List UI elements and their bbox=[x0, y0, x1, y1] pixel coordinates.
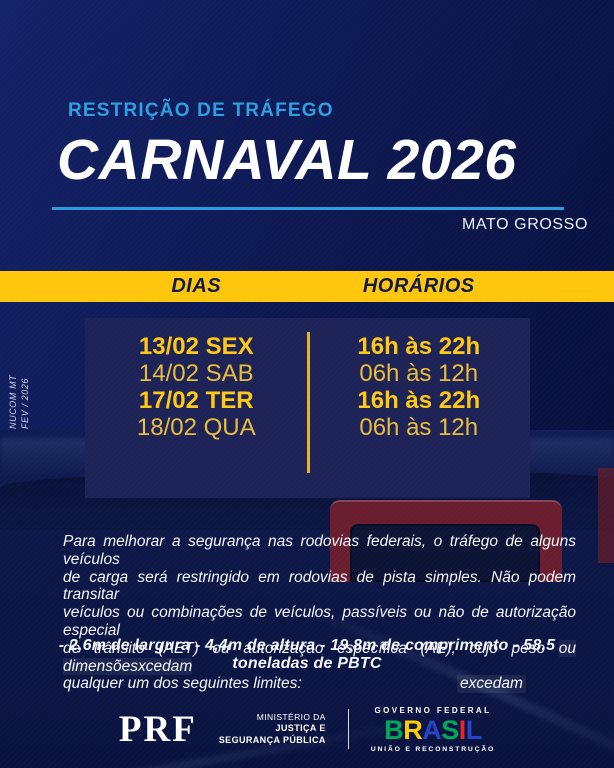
vehicle-limits-line: - 2,6m de largura - 4,4m de altura - 19,… bbox=[58, 637, 556, 672]
title-underline bbox=[52, 207, 564, 210]
schedule-hours: 06h às 12h bbox=[359, 360, 479, 387]
ministry-line-3: SEGURANÇA PÚBLICA bbox=[218, 734, 326, 745]
schedule-divider-line bbox=[306, 332, 310, 473]
days-column-header: DIAS bbox=[171, 275, 222, 297]
schedule-hours: 16h às 22h bbox=[357, 387, 481, 414]
uniao-e-reconstrucao-label: UNIÃO E RECONSTRUÇÃO bbox=[370, 745, 496, 753]
schedule-day: 14/02 SAB bbox=[138, 360, 254, 387]
schedule-day: 13/02 SEX bbox=[138, 333, 254, 360]
schedule-panel: 13/02 SEX 14/02 SAB 17/02 TER 18/02 QUA … bbox=[85, 318, 530, 498]
schedule-day: 17/02 TER bbox=[138, 387, 254, 414]
prf-logo: PRF bbox=[118, 708, 197, 750]
credit-line-1: NUCOM MT bbox=[8, 374, 18, 429]
notice-line: Para melhorar a segurança nas rodovias f… bbox=[63, 533, 576, 568]
notice-line: qualquer um dos seguintes limites: exceda… bbox=[63, 675, 576, 694]
brasil-letter: I bbox=[458, 714, 467, 745]
notice-line: veículos ou combinações de veículos, pas… bbox=[63, 604, 576, 639]
kicker-restricao-de-trafego: RESTRIÇÃO DE TRÁFEGO bbox=[68, 100, 334, 121]
schedule-header-band: DIAS HORÁRIOS bbox=[0, 271, 614, 302]
schedule-header-band-inner: DIAS HORÁRIOS bbox=[85, 271, 530, 302]
truck-edge-image bbox=[598, 468, 614, 563]
hours-column: 16h às 22h 06h às 12h 16h às 22h 06h às … bbox=[308, 318, 531, 498]
ministry-logo-text: MINISTÉRIO DA JUSTIÇA E SEGURANÇA PÚBLIC… bbox=[219, 712, 326, 747]
brasil-letter: B bbox=[384, 714, 404, 745]
restriction-notice: Para melhorar a segurança nas rodovias f… bbox=[63, 533, 576, 694]
credit-line-2: FEV / 2026 bbox=[20, 377, 30, 429]
notice-patch-word: excedam bbox=[457, 675, 526, 694]
brasil-logo: BRASIL bbox=[384, 716, 482, 744]
notice-line: de carga será restringido em rodovias de… bbox=[63, 568, 576, 604]
poster-title: CARNAVAL 2026 bbox=[57, 128, 517, 192]
truck-windshield bbox=[350, 524, 540, 582]
governo-federal-logo: GOVERNO FEDERAL BRASIL UNIÃO E RECONSTRU… bbox=[371, 706, 495, 753]
notice-line4-text: de trânsito (AET) ou autorização específ… bbox=[63, 639, 546, 657]
hours-column-header: HORÁRIOS bbox=[362, 275, 475, 297]
schedule-hours: 06h às 12h bbox=[359, 414, 479, 441]
footer-logos: PRF MINISTÉRIO DA JUSTIÇA E SEGURANÇA PÚ… bbox=[0, 698, 614, 760]
schedule-hours: 16h às 22h bbox=[357, 333, 481, 360]
footer-divider-line bbox=[347, 709, 349, 749]
red-truck-image bbox=[330, 500, 562, 582]
ministry-line-2: JUSTIÇA E bbox=[275, 723, 326, 734]
brasil-letter: A bbox=[422, 714, 442, 745]
schedule-day: 18/02 QUA bbox=[136, 414, 256, 441]
notice-line: de trânsito (AET) ou autorização específ… bbox=[63, 639, 576, 676]
days-column: 13/02 SEX 14/02 SAB 17/02 TER 18/02 QUA bbox=[85, 318, 308, 498]
ministry-line-1: MINISTÉRIO DA bbox=[256, 711, 326, 722]
brasil-letter: L bbox=[465, 714, 483, 745]
region-label: MATO GROSSO bbox=[461, 216, 588, 233]
credit-vertical-label: NUCOM MT FEV / 2026 bbox=[7, 317, 33, 429]
brasil-letter: R bbox=[403, 714, 423, 745]
brasil-letter: S bbox=[441, 714, 459, 745]
notice-line5-text: qualquer um dos seguintes limites: bbox=[63, 675, 302, 693]
governo-federal-label: GOVERNO FEDERAL bbox=[374, 705, 492, 715]
